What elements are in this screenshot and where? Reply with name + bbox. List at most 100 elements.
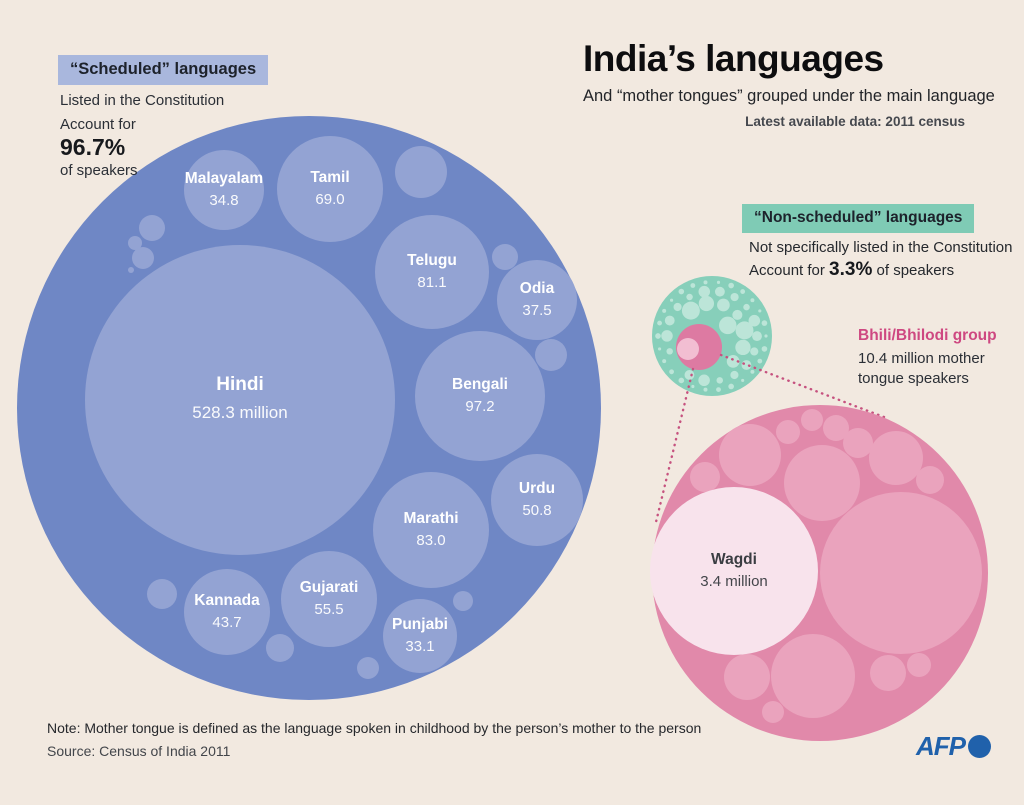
decorative-bubble xyxy=(750,369,755,374)
unlabeled-language-bubble xyxy=(762,701,784,723)
bubble-value: 81.1 xyxy=(417,274,446,291)
decorative-bubble xyxy=(732,309,743,320)
decorative-bubble xyxy=(673,302,682,312)
bubble-telugu xyxy=(375,215,489,329)
unlabeled-language-bubble xyxy=(535,339,567,371)
bubble-value: 37.5 xyxy=(522,302,551,319)
decorative-bubble xyxy=(678,288,685,295)
unlabeled-language-bubble xyxy=(801,409,823,431)
decorative-bubble xyxy=(690,283,696,288)
decorative-bubble xyxy=(669,298,674,302)
afp-logo-dot-icon xyxy=(968,735,991,758)
decorative-bubble xyxy=(728,282,734,289)
bubble-value: 34.8 xyxy=(209,192,238,209)
bubble-label: Kannada xyxy=(194,592,260,609)
decorative-bubble xyxy=(691,384,695,389)
page-title: India’s languages xyxy=(583,38,884,79)
non-scheduled-share-suffix: of speakers xyxy=(872,262,955,279)
decorative-bubble xyxy=(703,280,708,285)
decorative-bubble xyxy=(748,314,761,327)
decorative-bubble xyxy=(698,285,711,298)
decorative-bubble xyxy=(752,331,762,342)
bhili-group-callout: Bhili/Bhilodi group 10.4 million mother … xyxy=(858,326,997,389)
decorative-bubble xyxy=(761,346,768,352)
zoom-connector-line xyxy=(719,353,886,419)
scheduled-share-prefix: Account for xyxy=(60,116,136,133)
decorative-bubble xyxy=(657,320,662,326)
decorative-bubble xyxy=(764,334,768,338)
non-scheduled-share-prefix: Account for xyxy=(749,262,830,279)
afp-logo-text: AFP xyxy=(916,731,966,761)
decorative-bubble xyxy=(684,370,695,380)
bubble-label: Odia xyxy=(520,280,555,297)
decorative-bubble xyxy=(662,308,667,313)
unlabeled-language-bubble xyxy=(453,591,473,611)
decorative-bubble xyxy=(735,321,754,340)
decorative-bubble xyxy=(714,286,725,297)
decorative-bubble xyxy=(735,339,751,356)
scheduled-languages-tag: “Scheduled” languages xyxy=(58,55,269,85)
bubble-wagdi xyxy=(650,487,818,655)
decorative-bubble xyxy=(662,359,667,364)
bubble-value: 50.8 xyxy=(522,502,551,519)
bubble-value: 33.1 xyxy=(405,638,434,655)
unlabeled-language-bubble xyxy=(870,655,906,691)
unlabeled-language-bubble xyxy=(128,236,142,250)
unlabeled-language-bubble xyxy=(147,579,177,609)
non-scheduled-description: Not specifically listed in the Constitut… xyxy=(749,239,1013,256)
non-scheduled-share-value: 3.3% xyxy=(829,259,873,280)
unlabeled-language-bubble xyxy=(869,431,923,485)
unlabeled-language-bubble xyxy=(843,428,873,458)
decorative-bubble xyxy=(657,347,662,351)
unlabeled-language-bubble xyxy=(784,445,860,521)
decorative-bubble xyxy=(655,333,661,339)
unlabeled-language-bubble xyxy=(916,466,944,494)
decorative-bubble xyxy=(716,280,721,284)
decorative-bubble xyxy=(730,292,739,302)
scheduled-share-suffix: of speakers xyxy=(60,162,138,179)
decorative-bubble xyxy=(728,383,734,390)
bubble-label: Hindi xyxy=(216,374,264,395)
decorative-bubble xyxy=(757,358,763,364)
scheduled-share-value: 96.7% xyxy=(60,134,126,160)
decorative-bubble xyxy=(698,374,710,387)
decorative-bubble xyxy=(698,295,715,312)
decorative-bubble xyxy=(758,309,762,313)
decorative-bubble xyxy=(741,378,745,383)
bubble-gujarati xyxy=(281,551,377,647)
bubble-kannada xyxy=(184,569,270,655)
bubble-value: 69.0 xyxy=(315,191,344,208)
bubble-urdu xyxy=(491,454,583,546)
non-scheduled-languages-tag: “Non-scheduled” languages xyxy=(742,204,975,233)
unlabeled-language-bubble xyxy=(719,424,781,486)
unlabeled-language-bubble xyxy=(820,492,982,654)
unlabeled-language-bubble xyxy=(724,654,770,700)
source-line: Source: Census of India 2011 xyxy=(47,743,231,759)
unlabeled-language-bubble xyxy=(690,462,720,492)
bubble-label: Urdu xyxy=(519,480,555,497)
bubble-label: Wagdi xyxy=(711,551,757,568)
bubble-label: Telugu xyxy=(407,252,457,269)
bubble-value: 97.2 xyxy=(465,398,494,415)
bubble-label: Tamil xyxy=(310,169,349,186)
bubble-label: Gujarati xyxy=(300,579,359,596)
decorative-bubble xyxy=(717,298,730,312)
bubble-value: 3.4 million xyxy=(700,573,768,590)
unlabeled-language-bubble xyxy=(907,653,931,677)
decorative-bubble xyxy=(669,369,674,375)
unlabeled-language-bubble xyxy=(128,267,134,273)
decorative-bubble xyxy=(716,387,721,393)
bubble-marathi xyxy=(373,472,489,588)
bubble-label: Bengali xyxy=(452,376,508,393)
bubble-label: Marathi xyxy=(403,510,458,527)
decorative-bubble xyxy=(716,377,723,384)
bubble-label: Punjabi xyxy=(392,616,448,633)
footnote: Note: Mother tongue is defined as the la… xyxy=(47,720,702,736)
decorative-bubble xyxy=(661,330,673,342)
decorative-bubble xyxy=(726,355,740,368)
bubble-label: Malayalam xyxy=(185,170,263,187)
bhili-group-line2: tongue speakers xyxy=(858,370,969,387)
unlabeled-language-bubble xyxy=(771,634,855,718)
